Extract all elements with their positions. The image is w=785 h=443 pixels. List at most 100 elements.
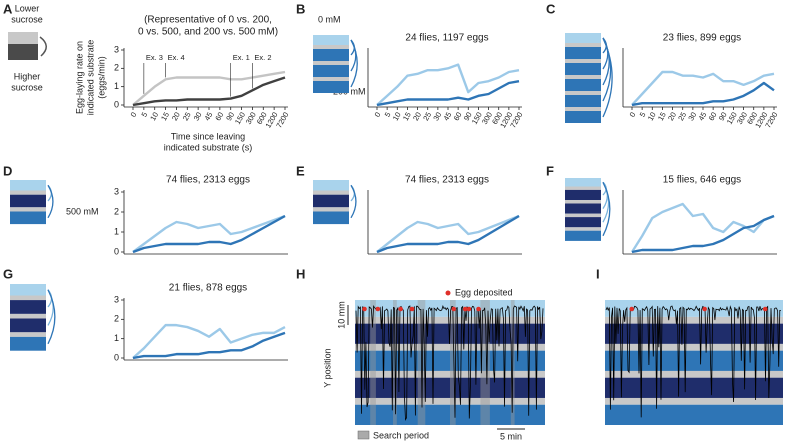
substrate <box>565 217 601 228</box>
y-tick-label: 2 <box>114 63 119 73</box>
series-line <box>132 214 286 254</box>
substrate <box>313 61 349 65</box>
substrate <box>10 300 46 314</box>
substrate <box>313 190 349 195</box>
substrate <box>565 91 601 95</box>
annotation: Ex. 4 <box>168 53 185 62</box>
series-line <box>376 214 520 253</box>
series-line <box>132 214 286 253</box>
y-tick-label: 0 <box>114 352 119 362</box>
search-period <box>480 300 490 425</box>
chart-title: 21 flies, 878 eggs <box>169 283 247 294</box>
x-tick-label: 5 <box>638 110 648 118</box>
scale-bar-label: 5 min <box>500 431 522 441</box>
egg-marker <box>398 306 403 312</box>
search-period <box>450 300 456 425</box>
x-tick-label: 15 <box>656 110 668 122</box>
arrow <box>350 39 358 88</box>
substrate <box>313 35 349 45</box>
x-tick-label: 0 <box>373 110 383 118</box>
y-tick-label: 0 <box>114 99 119 109</box>
x-axis-label: Time since leaving <box>171 131 245 141</box>
x-tick-label: 30 <box>686 110 698 122</box>
arrow <box>47 289 56 345</box>
series-line <box>376 214 520 254</box>
x-tick-label: 60 <box>707 110 719 122</box>
y-tick-label: 2 <box>114 314 119 324</box>
substrate <box>565 59 601 63</box>
trajectory <box>355 304 544 421</box>
substrate <box>10 313 46 319</box>
x-tick-label: 20 <box>666 110 678 122</box>
substrate <box>313 49 349 61</box>
substrate <box>565 111 601 123</box>
egg-marker <box>466 306 472 312</box>
x-tick-label: 20 <box>170 110 182 122</box>
substrate <box>10 284 46 296</box>
series-line <box>631 70 775 106</box>
x-tick-label: 0 <box>628 110 638 118</box>
schematic-label: sucrose <box>11 82 43 92</box>
substrate <box>10 180 46 191</box>
arena-stripe <box>605 377 783 398</box>
y-tick-label: 1 <box>114 226 119 236</box>
substrate <box>10 194 46 208</box>
panel-letter: D <box>3 163 12 178</box>
y-tick-label: 3 <box>114 186 119 196</box>
chart-title: 74 flies, 2313 eggs <box>405 175 489 186</box>
egg-marker <box>629 306 634 312</box>
y-tick-label: 1 <box>114 333 119 343</box>
substrate <box>313 194 349 208</box>
x-tick-label: 30 <box>431 110 443 122</box>
substrate <box>565 230 601 241</box>
y-tick-label: 1 <box>114 81 119 91</box>
arena-stripe <box>355 350 545 371</box>
series-line <box>630 202 775 253</box>
arrow <box>39 36 47 57</box>
substrate <box>313 81 349 93</box>
x-tick-label: 15 <box>401 110 413 122</box>
x-tick-label: 25 <box>181 110 193 122</box>
egg-marker <box>409 306 415 312</box>
x-tick-label: 90 <box>224 110 236 122</box>
scale-bar-label: 10 mm <box>336 301 346 329</box>
substrate <box>565 227 601 231</box>
arena-stripe <box>355 377 545 398</box>
substrate <box>565 213 601 218</box>
x-tick-label: 10 <box>148 110 160 122</box>
y-tick-label: 2 <box>114 206 119 216</box>
substrate <box>565 200 601 204</box>
x-tick-label: 25 <box>421 110 433 122</box>
arena-stripe <box>605 397 783 405</box>
search-period <box>370 300 376 425</box>
substrate <box>313 180 349 191</box>
substrate <box>565 33 601 43</box>
series-line <box>132 76 286 107</box>
arrow <box>47 184 54 219</box>
y-axis-label: indicated substrate <box>85 40 95 116</box>
arena-stripe <box>605 343 783 351</box>
series-line <box>376 79 520 107</box>
x-tick-label: 10 <box>391 110 403 122</box>
substrate <box>10 190 46 195</box>
legend-label: Egg deposited <box>455 287 513 297</box>
arena-stripe <box>355 404 545 425</box>
x-tick-label: 45 <box>441 110 453 122</box>
annotation: Ex. 2 <box>254 53 271 62</box>
substrate <box>10 207 46 212</box>
y-tick-label: 0 <box>114 246 119 256</box>
x-tick-label: 60 <box>213 110 225 122</box>
substrate <box>313 211 349 225</box>
series-line <box>631 81 775 107</box>
arrow <box>350 184 357 219</box>
arena-stripe <box>605 350 783 371</box>
trajectory <box>605 305 781 418</box>
panel-letter: E <box>296 163 305 178</box>
substrate <box>313 45 349 49</box>
egg-marker <box>462 306 468 312</box>
x-tick-label: 90 <box>717 110 729 122</box>
series-line <box>132 331 286 360</box>
concentration-label: 200 mM <box>333 86 366 96</box>
substrate <box>10 295 46 301</box>
